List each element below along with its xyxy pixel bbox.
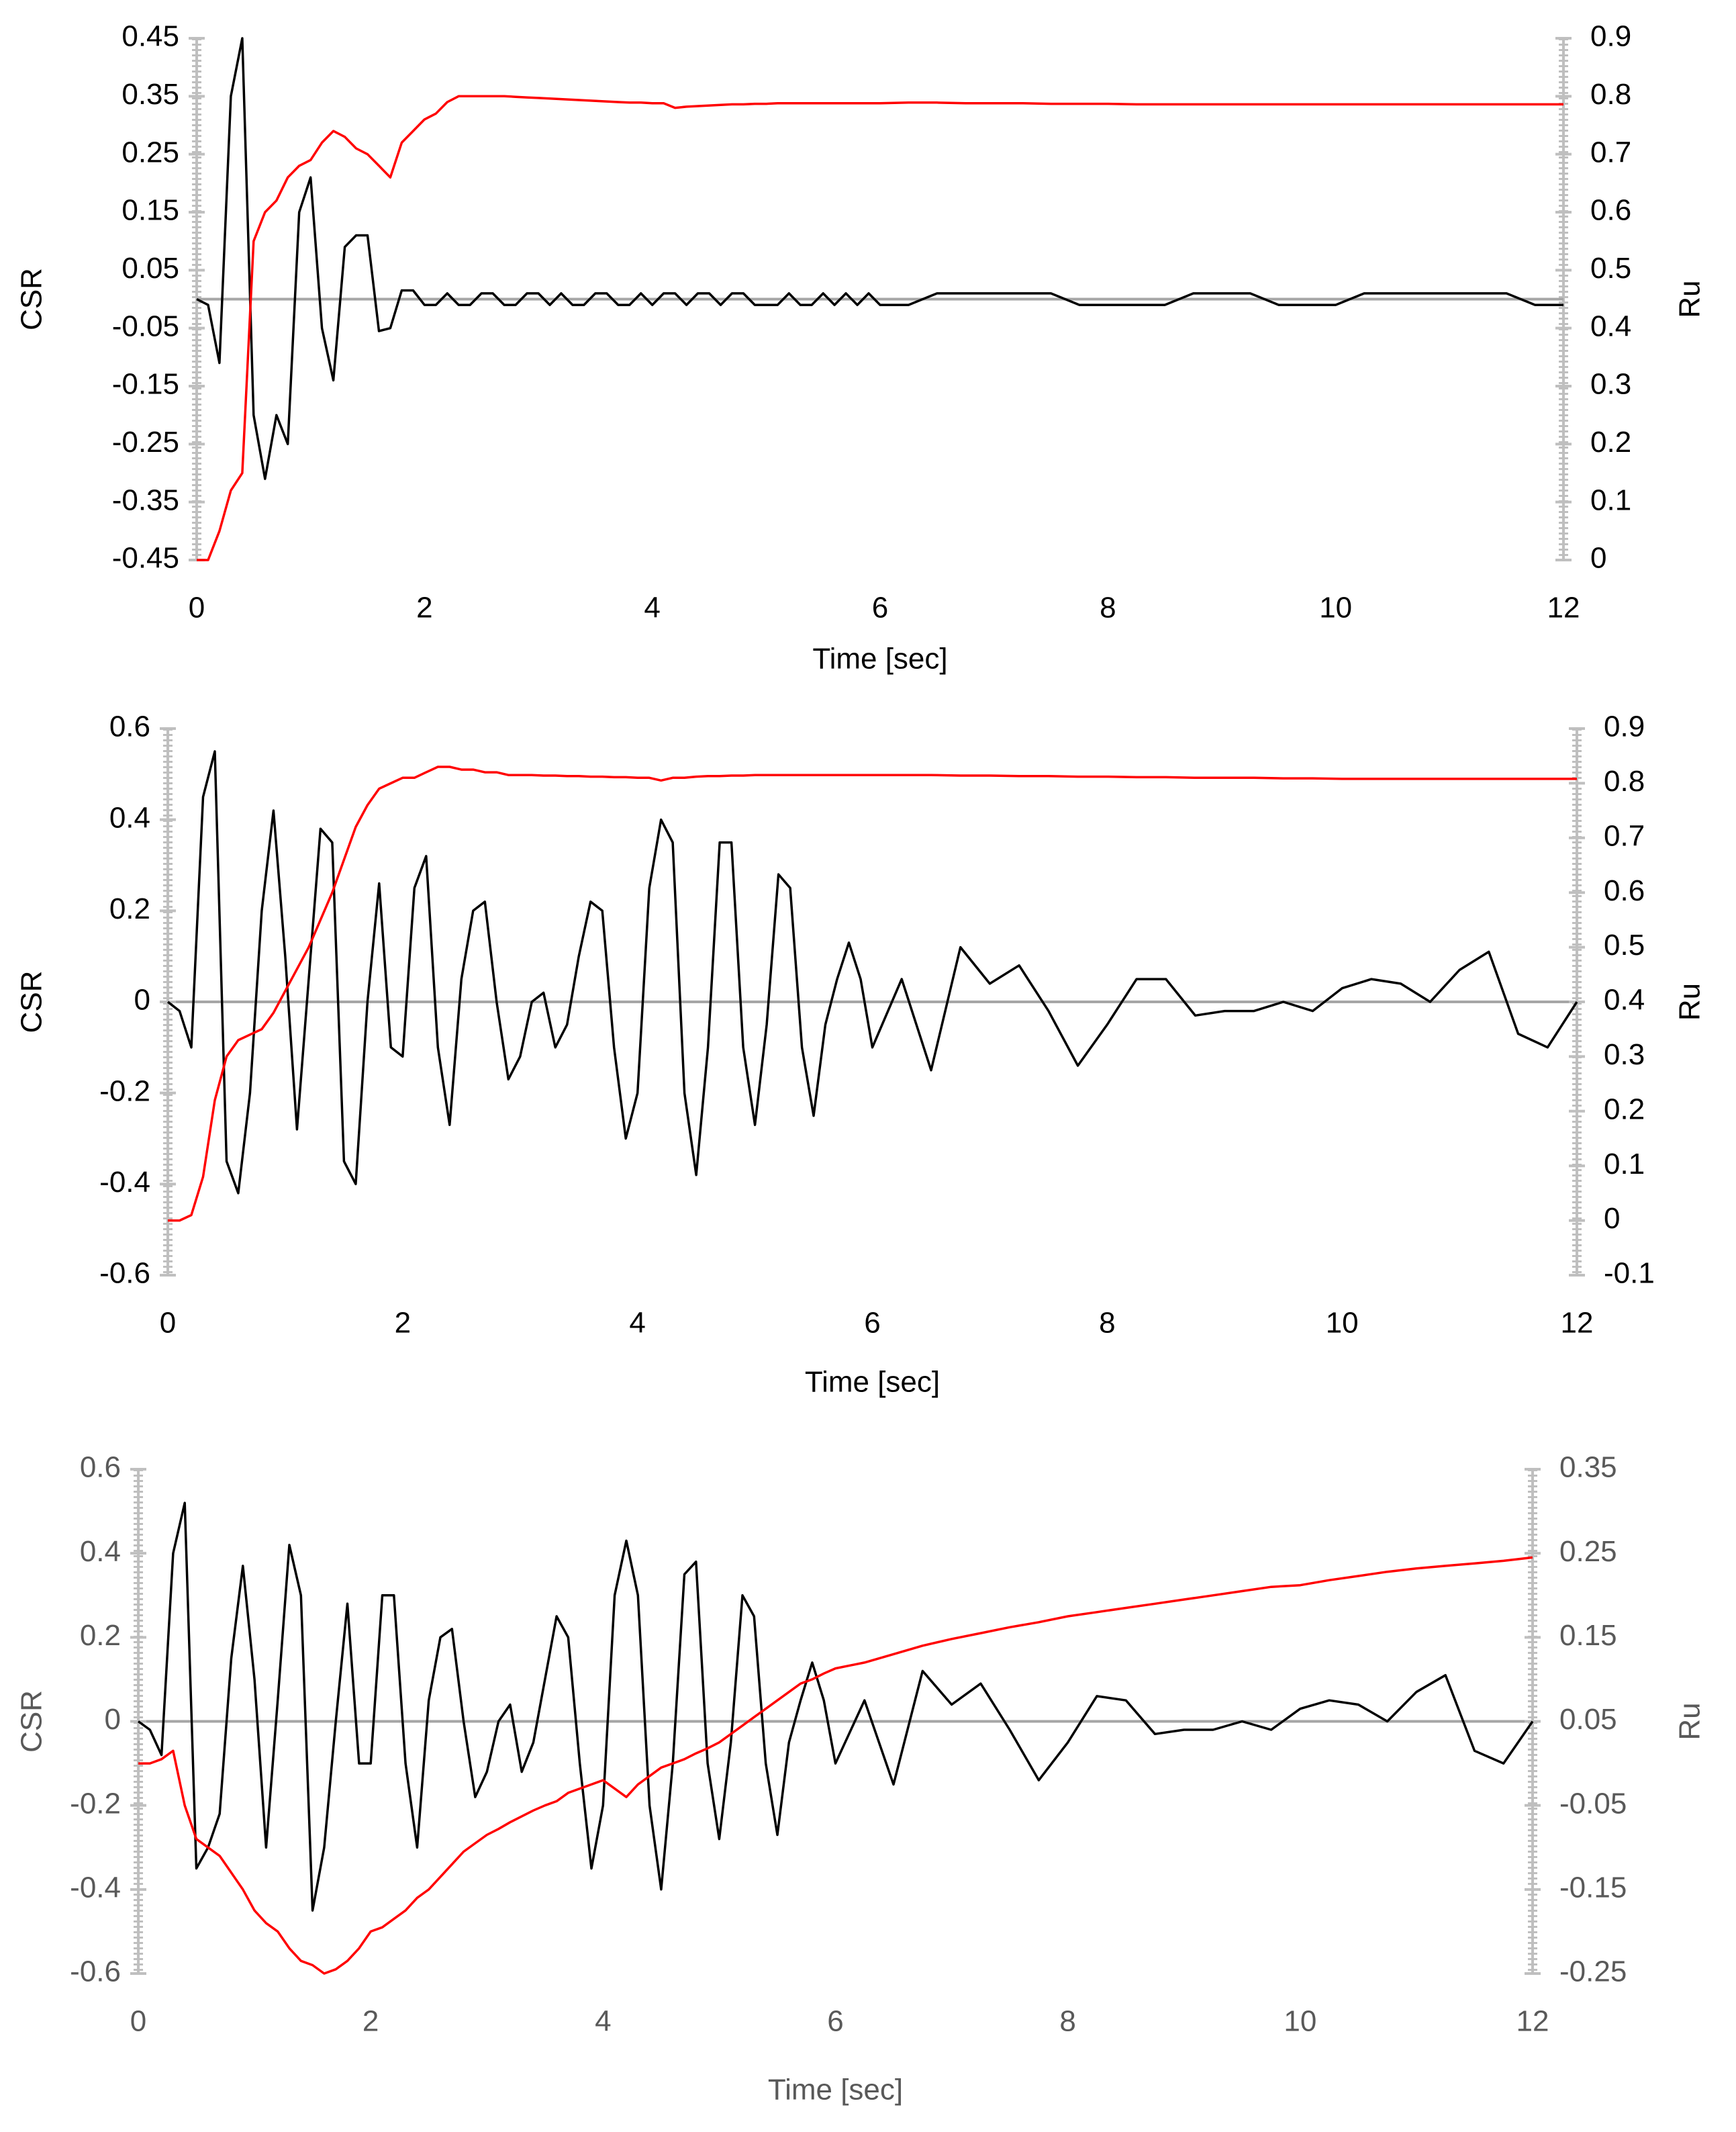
x-tick-label: 6	[864, 1307, 880, 1340]
y2-tick-label: 0.25	[1559, 1535, 1617, 1568]
y2-axis-title: Ru	[1674, 280, 1706, 318]
y2-tick-label: 0.2	[1590, 426, 1631, 459]
y2-tick-label: 0.5	[1590, 252, 1631, 285]
y2-tick-label: 0	[1590, 542, 1606, 575]
y-tick-label: -0.15	[112, 368, 179, 401]
x-tick-label: 10	[1326, 1307, 1359, 1340]
y2-axis-title: Ru	[1674, 1702, 1706, 1740]
y2-tick-label: 0.3	[1590, 368, 1631, 401]
data-line	[168, 766, 1577, 1222]
y-tick-label: 0.05	[122, 252, 179, 285]
data-line	[196, 37, 1563, 480]
y2-tick-label: 0.05	[1559, 1703, 1617, 1736]
y2-tick-label: 0.6	[1604, 874, 1645, 907]
y2-tick-label: 0.4	[1590, 310, 1631, 342]
y2-tick-label: 0.9	[1604, 710, 1645, 743]
y-tick-label: 0.6	[109, 710, 150, 743]
y2-tick-label: 0.6	[1590, 194, 1631, 227]
y2-tick-label: -0.1	[1604, 1257, 1655, 1290]
x-tick-label: 0	[189, 592, 205, 624]
x-tick-label: 0	[130, 2005, 146, 2038]
y-tick-label: -0.35	[112, 483, 179, 516]
y2-tick-label: 0.7	[1590, 136, 1631, 169]
y2-tick-label: 0.15	[1559, 1619, 1617, 1652]
chart-panel: -0.6 -0.4 -0.2 0 0.2 0.4 0.6 -0.1 0 0.1 0.2 0.3 0.4 0…	[15, 710, 1706, 1399]
x-tick-label: 4	[644, 592, 660, 624]
y-axis-title: CSR	[15, 971, 48, 1033]
y-tick-label: -0.2	[99, 1074, 150, 1107]
x-tick-label: 2	[416, 592, 432, 624]
chart-panel: -0.45 -0.35 -0.25 -0.15 -0.05 0.05 0.15 0.25 0.3…	[15, 20, 1706, 676]
y2-tick-label: 0.4	[1604, 984, 1645, 1017]
y2-tick-label: 0.8	[1604, 765, 1645, 798]
x-axis-title: Time [sec]	[812, 643, 947, 676]
chart-panel: -0.6 -0.4 -0.2 0 0.2 0.4 0.6 -0.25 -0.15 -0.05 0.0…	[15, 1451, 1706, 2106]
y-tick-label: -0.05	[112, 310, 179, 342]
x-tick-label: 6	[827, 2005, 843, 2038]
y-tick-label: 0.2	[80, 1619, 121, 1652]
y-tick-label: 0.2	[109, 892, 150, 925]
y2-tick-label: 0	[1604, 1202, 1620, 1235]
y2-tick-label: 0.35	[1559, 1451, 1617, 1484]
y-tick-label: 0.25	[122, 136, 179, 169]
x-tick-label: 4	[595, 2005, 611, 2038]
y2-tick-label: 0.8	[1590, 78, 1631, 111]
y2-tick-label: -0.25	[1559, 1955, 1627, 1988]
x-tick-label: 10	[1319, 592, 1352, 624]
data-line	[166, 750, 1578, 1195]
y2-tick-label: 0.7	[1604, 819, 1645, 852]
x-tick-label: 4	[629, 1307, 645, 1340]
y-tick-label: -0.6	[99, 1257, 150, 1290]
y-tick-label: 0.45	[122, 20, 179, 53]
y2-tick-label: 0.5	[1604, 929, 1645, 962]
y-tick-label: -0.4	[70, 1871, 121, 1904]
y-tick-label: -0.25	[112, 426, 179, 459]
x-tick-label: 2	[395, 1307, 411, 1340]
x-axis-title: Time [sec]	[805, 1366, 940, 1399]
x-tick-label: 0	[160, 1307, 176, 1340]
x-tick-label: 12	[1561, 1307, 1594, 1340]
y2-tick-label: 0.2	[1604, 1093, 1645, 1125]
y-tick-label: -0.6	[70, 1955, 121, 1988]
x-tick-label: 8	[1100, 592, 1116, 624]
y-tick-label: 0.4	[109, 801, 150, 834]
y2-axis-title: Ru	[1674, 983, 1706, 1021]
x-tick-label: 8	[1059, 2005, 1075, 2038]
y-tick-label: 0	[105, 1703, 121, 1736]
x-tick-label: 12	[1547, 592, 1580, 624]
y-tick-label: 0.35	[122, 78, 179, 111]
x-tick-label: 6	[872, 592, 888, 624]
x-axis-title: Time [sec]	[768, 2074, 903, 2106]
y2-tick-label: 0.1	[1590, 483, 1631, 516]
data-line	[197, 95, 1563, 561]
y-tick-label: 0	[134, 984, 150, 1017]
x-tick-label: 2	[363, 2005, 379, 2038]
y2-tick-label: 0.9	[1590, 20, 1631, 53]
y2-tick-label: -0.05	[1559, 1787, 1627, 1820]
y-tick-label: 0.15	[122, 194, 179, 227]
x-tick-label: 8	[1099, 1307, 1115, 1340]
y-tick-label: -0.45	[112, 542, 179, 575]
x-tick-label: 12	[1516, 2005, 1549, 2038]
y-tick-label: 0.6	[80, 1451, 121, 1484]
y-axis-title: CSR	[15, 268, 48, 330]
y-tick-label: -0.2	[70, 1787, 121, 1820]
x-tick-label: 10	[1284, 2005, 1316, 2038]
y2-tick-label: 0.1	[1604, 1148, 1645, 1180]
y2-tick-label: -0.15	[1559, 1871, 1627, 1904]
y-tick-label: -0.4	[99, 1166, 150, 1199]
data-line	[138, 1556, 1533, 1975]
y-axis-title: CSR	[15, 1690, 48, 1753]
y2-tick-label: 0.3	[1604, 1038, 1645, 1071]
y-tick-label: 0.4	[80, 1535, 121, 1568]
data-line	[137, 1501, 1534, 1912]
